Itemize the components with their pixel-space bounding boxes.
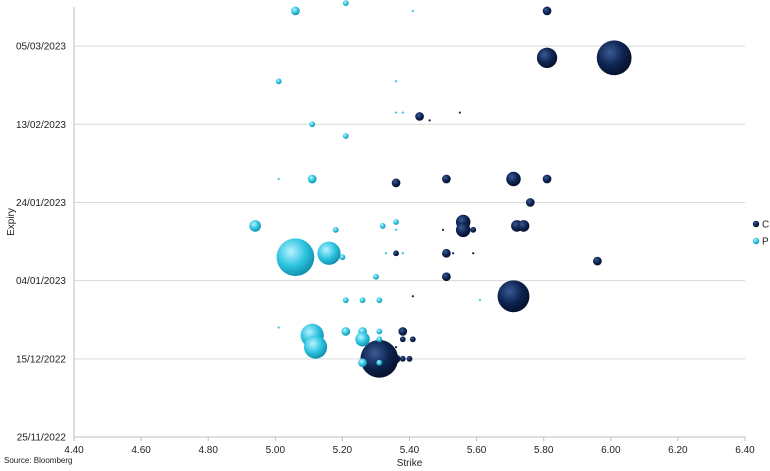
y-tick-label: 13/02/2023 — [16, 120, 66, 131]
bubble-p — [376, 297, 383, 304]
y-tick-label: 04/01/2023 — [16, 276, 66, 287]
bubble-p — [249, 220, 261, 232]
bubble-p — [394, 111, 398, 114]
bubble-p — [401, 252, 404, 255]
bubble-p — [307, 174, 317, 184]
bubble-c — [593, 256, 602, 266]
bubble-c — [455, 222, 471, 238]
bubble-c — [497, 280, 530, 313]
bubble-p — [342, 0, 349, 6]
legend-label-c: C — [762, 220, 769, 231]
bubble-c — [517, 220, 530, 232]
bubble-c — [596, 40, 632, 76]
bubble-c — [542, 6, 552, 16]
bubble-c — [470, 226, 477, 233]
x-tick-label: 5.60 — [467, 445, 487, 456]
bubble-c — [411, 295, 414, 298]
source-note: Source: Bloomberg — [4, 456, 73, 465]
bubble-c — [399, 355, 406, 362]
x-tick-label: 6.00 — [601, 445, 621, 456]
bubble-c — [441, 228, 445, 231]
bubble-p — [309, 121, 316, 128]
legend-marker-c — [752, 220, 760, 228]
bubble-p — [342, 297, 349, 304]
bubble-p — [341, 327, 351, 336]
bubble-p — [359, 297, 366, 304]
y-axis-title: Expiry — [6, 208, 17, 236]
bubble-c — [452, 252, 455, 255]
y-tick-label: 15/12/2022 — [16, 354, 66, 365]
data-points — [249, 0, 632, 378]
x-axis-title: Strike — [397, 458, 423, 469]
x-tick-label: 5.80 — [534, 445, 554, 456]
bubble-p — [401, 111, 404, 114]
x-tick-label: 4.40 — [64, 445, 84, 456]
y-tick-label: 24/01/2023 — [16, 198, 66, 209]
bubble-p — [355, 332, 370, 347]
bubble-c — [391, 178, 401, 188]
bubble-c — [442, 248, 451, 258]
bubble-p — [332, 226, 339, 233]
x-tick-label: 5.00 — [266, 445, 286, 456]
legend: CP — [752, 220, 769, 248]
bubble-c — [393, 250, 399, 257]
bubble-p — [411, 9, 414, 13]
bubble-p — [342, 133, 349, 139]
bubble-p — [384, 252, 388, 255]
bubble-c — [399, 336, 406, 343]
axes: 05/03/2023 13/02/2023 24/01/2023 04/01/2023… — [16, 7, 755, 456]
bubble-p — [277, 326, 280, 329]
bubble-p — [393, 219, 399, 225]
bubble-c — [525, 198, 535, 207]
bubble-p — [376, 336, 383, 343]
bubble-p — [358, 358, 367, 368]
x-tick-label: 4.60 — [131, 445, 151, 456]
bubble-p — [303, 335, 328, 359]
bubble-c — [398, 327, 408, 336]
bubble-p — [379, 223, 386, 229]
bubble-p — [373, 273, 379, 280]
bubble-c — [536, 47, 558, 68]
bubble-p — [394, 228, 398, 231]
bubble-p — [339, 254, 346, 261]
bubble-c — [442, 174, 451, 184]
x-tick-label: 5.20 — [333, 445, 353, 456]
bubble-c — [542, 174, 552, 184]
bubble-c — [472, 252, 475, 255]
gridlines — [74, 45, 745, 360]
bubble-c — [415, 112, 424, 121]
bubble-p — [291, 6, 300, 16]
bubble-p — [317, 241, 341, 265]
x-tick-label: 6.40 — [735, 445, 755, 456]
bubble-p — [376, 359, 383, 366]
bubble-c — [360, 339, 399, 378]
bubble-c — [409, 336, 416, 343]
bubble-c — [458, 111, 461, 114]
x-tick-label: 6.20 — [668, 445, 688, 456]
bubble-c — [506, 171, 521, 187]
bubble-p — [277, 177, 280, 181]
legend-marker-p — [752, 237, 760, 245]
bubble-c — [406, 355, 413, 362]
x-tick-label: 4.80 — [198, 445, 218, 456]
legend-label-p: P — [762, 237, 769, 248]
bubble-c — [428, 119, 431, 122]
bubble-p — [478, 299, 482, 302]
bubble-c — [442, 272, 451, 282]
bubble-p — [376, 328, 383, 335]
bubble-p — [275, 78, 282, 85]
bubble-p — [394, 80, 398, 83]
y-tick-label: 25/11/2022 — [17, 433, 67, 444]
bubble-c — [394, 345, 398, 349]
x-tick-label: 5.40 — [400, 445, 420, 456]
bubble-p — [276, 238, 315, 277]
y-tick-label: 05/03/2023 — [16, 42, 66, 53]
